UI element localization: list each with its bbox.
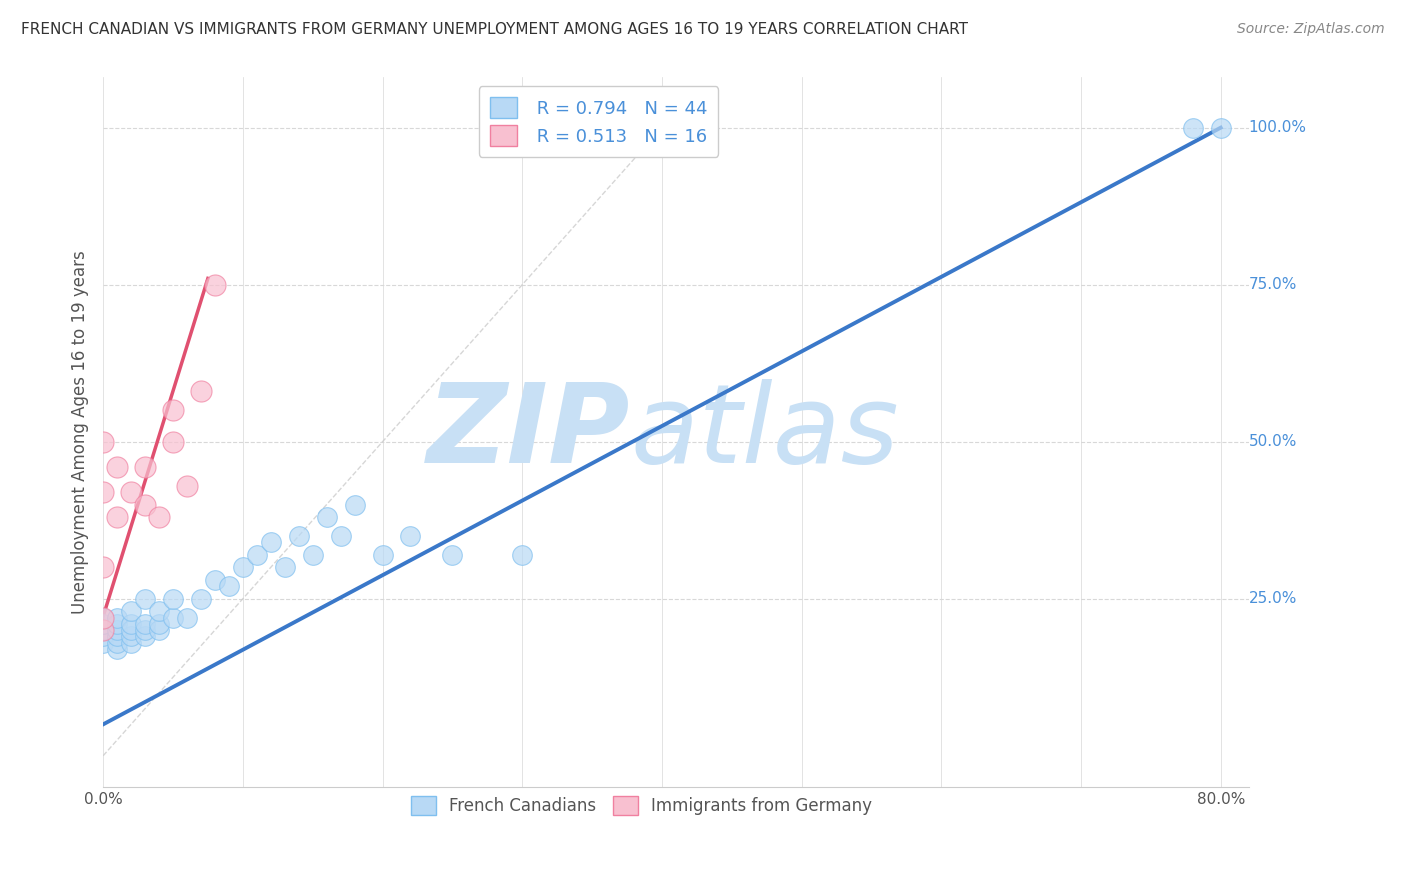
Text: Source: ZipAtlas.com: Source: ZipAtlas.com [1237,22,1385,37]
Point [134,459,156,474]
Point [91,623,114,637]
Point [162,434,184,449]
Point [120,485,142,500]
Point [105,629,128,643]
Point [274,560,297,574]
Point [91,636,114,650]
Point [260,535,283,549]
Point [91,623,114,637]
Point [1181,120,1204,135]
Text: 50.0%: 50.0% [1249,434,1296,450]
Point [510,548,533,562]
Point [91,434,114,449]
Point [105,610,128,624]
Point [148,510,170,524]
Point [246,548,269,562]
Point [105,636,128,650]
Point [105,642,128,657]
Point [218,579,240,593]
Point [204,573,226,587]
Point [105,459,128,474]
Text: 25.0%: 25.0% [1249,591,1296,607]
Point [91,560,114,574]
Point [120,636,142,650]
Legend: French Canadians, Immigrants from Germany: French Canadians, Immigrants from German… [401,786,882,825]
Point [134,629,156,643]
Point [134,498,156,512]
Point [315,510,337,524]
Point [134,623,156,637]
Point [91,610,114,624]
Point [190,591,212,606]
Point [329,529,352,543]
Text: 75.0%: 75.0% [1249,277,1296,293]
Point [399,529,422,543]
Point [287,529,309,543]
Point [105,616,128,631]
Point [1209,120,1232,135]
Y-axis label: Unemployment Among Ages 16 to 19 years: Unemployment Among Ages 16 to 19 years [72,251,89,615]
Point [120,629,142,643]
Point [162,591,184,606]
Point [232,560,254,574]
Point [91,629,114,643]
Point [134,616,156,631]
Point [162,403,184,417]
Point [162,610,184,624]
Point [120,604,142,618]
Point [204,277,226,292]
Point [91,616,114,631]
Point [120,616,142,631]
Point [148,623,170,637]
Point [441,548,464,562]
Point [190,384,212,399]
Point [120,623,142,637]
Point [134,591,156,606]
Point [176,478,198,492]
Text: 100.0%: 100.0% [1249,120,1306,136]
Point [148,604,170,618]
Point [176,610,198,624]
Point [91,485,114,500]
Point [301,548,323,562]
Point [91,610,114,624]
Point [105,623,128,637]
Point [371,548,394,562]
Text: FRENCH CANADIAN VS IMMIGRANTS FROM GERMANY UNEMPLOYMENT AMONG AGES 16 TO 19 YEAR: FRENCH CANADIAN VS IMMIGRANTS FROM GERMA… [21,22,969,37]
Point [105,510,128,524]
Text: ZIP: ZIP [426,379,630,486]
Point [343,498,366,512]
Text: atlas: atlas [630,379,898,486]
Point [148,616,170,631]
